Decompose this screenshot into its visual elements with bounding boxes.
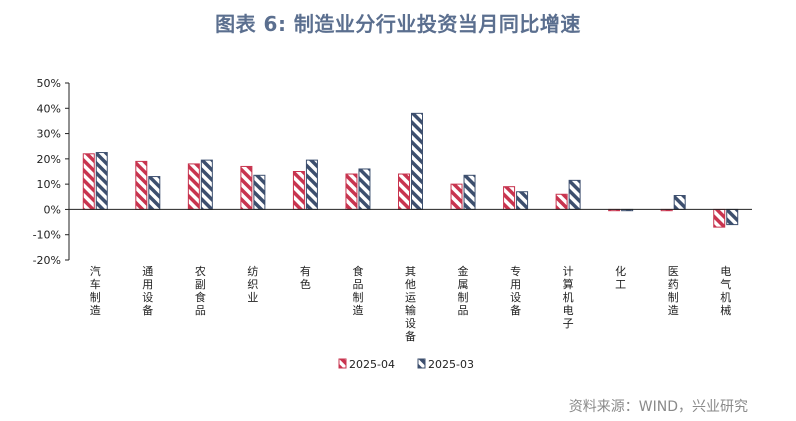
bar-series-b <box>463 174 476 210</box>
bar-series-b <box>726 208 739 226</box>
legend-label: 2025-03 <box>428 358 474 371</box>
bar-series-a <box>503 186 516 210</box>
category-label: 医药制造 <box>668 265 679 317</box>
bar-series-a <box>555 193 568 210</box>
bar-series-b <box>568 179 581 210</box>
legend: 2025-04 2025-03 <box>338 358 474 371</box>
bar-series-b <box>95 152 108 210</box>
bar-series-a <box>398 173 410 210</box>
legend-swatch <box>417 358 426 369</box>
chart-title: 图表 6: 制造业分行业投资当月同比增速 <box>215 12 581 36</box>
category-label: 计算机电子 <box>563 265 574 330</box>
category-label: 专用设备 <box>510 264 521 317</box>
bar-series-a <box>187 163 200 210</box>
bar-series-a <box>240 165 253 210</box>
bar-series-b <box>411 112 423 210</box>
y-tick-label: -20% <box>33 254 61 267</box>
bar-series-b <box>358 168 371 210</box>
y-tick-label: -10% <box>33 229 61 242</box>
category-label: 农副食品 <box>195 264 206 317</box>
category-label: 纺织业 <box>247 264 258 304</box>
category-label: 金属制品 <box>458 264 469 317</box>
y-tick-label: 20% <box>37 153 61 166</box>
bar-series-a <box>450 183 463 210</box>
bar-series-a <box>292 171 305 210</box>
bar-series-b <box>305 159 318 210</box>
y-tick-label: 10% <box>37 178 61 191</box>
bar-series-a <box>135 160 148 210</box>
legend-label: 2025-04 <box>349 358 395 371</box>
bar-series-b <box>673 195 686 210</box>
bar-series-b <box>516 191 529 210</box>
category-label: 其他运输设备 <box>405 265 416 343</box>
category-label: 通用设备 <box>142 265 153 317</box>
bar-series-b <box>253 174 266 210</box>
bar-series-b <box>148 176 161 210</box>
category-labels: 汽车制造 通用设备 农副食品 纺织业 有色 食品制造 其他运输设备 金属制品 专用设备 计算机电子… <box>90 264 731 343</box>
bar-series-b <box>200 159 213 210</box>
bar-series-a <box>713 208 726 228</box>
category-label: 化工 <box>615 264 626 291</box>
legend-swatch <box>338 358 347 369</box>
y-tick-label: 30% <box>37 128 61 141</box>
bar-series-a <box>345 173 358 210</box>
y-tick-label: 40% <box>37 102 61 115</box>
category-label: 食品制造 <box>352 264 363 317</box>
category-label: 汽车制造 <box>90 264 101 317</box>
bars-group <box>82 112 739 228</box>
category-label: 电气机械 <box>720 265 731 317</box>
bar-series-a <box>82 153 95 210</box>
y-tick-label: 0% <box>44 203 61 216</box>
category-label: 有色 <box>300 264 311 291</box>
y-axis: 50% 40% 30% 20% 10% 0% -10% -20% <box>33 77 70 267</box>
source-note: 资料来源：WIND，兴业研究 <box>568 399 748 415</box>
y-tick-label: 50% <box>37 77 61 90</box>
